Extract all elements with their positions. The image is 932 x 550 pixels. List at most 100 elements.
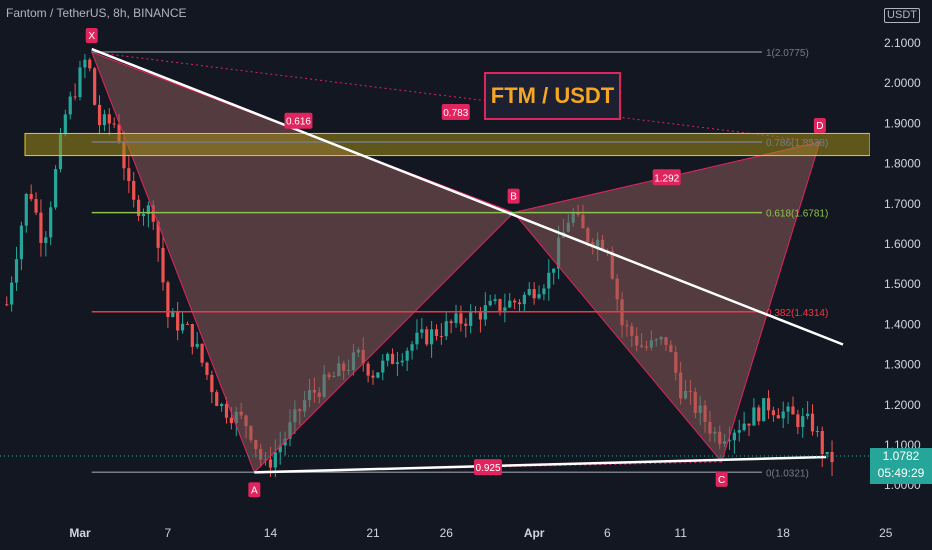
candle-body xyxy=(10,282,14,305)
candle-body xyxy=(161,247,165,283)
candle-body xyxy=(63,114,67,135)
candle-body xyxy=(34,199,38,213)
price-tick-label: 1.9000 xyxy=(884,116,921,130)
point-label: C xyxy=(718,475,725,486)
candle-body xyxy=(732,432,736,441)
candle-body xyxy=(752,407,756,426)
candle-body xyxy=(224,403,229,418)
ratio-badge xyxy=(652,169,681,186)
symbol-label[interactable]: Fantom / TetherUS, 8h, BINANCE xyxy=(6,6,187,20)
candle-body xyxy=(464,323,468,326)
candle-body xyxy=(195,343,199,347)
candle-body xyxy=(83,59,87,68)
fib-level-label: 0.618(1.6781) xyxy=(766,209,828,220)
point-badge xyxy=(715,471,728,487)
bar-countdown: 05:49:29 xyxy=(877,466,925,480)
price-tick-label: 1.6000 xyxy=(884,237,921,251)
candle-body xyxy=(425,329,429,345)
candle-body xyxy=(5,304,9,306)
time-tick-label: 6 xyxy=(604,526,611,540)
time-tick-label: 11 xyxy=(674,526,687,540)
candle-body xyxy=(171,311,175,317)
candle-body xyxy=(542,288,546,295)
candle-body xyxy=(44,237,48,243)
fib-level-label: 0.786(1.8538) xyxy=(766,138,828,149)
point-label: D xyxy=(816,121,823,132)
candle-body xyxy=(24,193,28,226)
time-tick-label: 25 xyxy=(879,526,893,540)
candle-body xyxy=(493,299,497,302)
descending-trendline xyxy=(91,47,844,346)
ratio-label: 0.925 xyxy=(475,463,500,474)
candle-body xyxy=(39,212,43,243)
candle-body xyxy=(210,374,214,393)
ratio-badge xyxy=(441,104,470,121)
price-tick-label: 1.2000 xyxy=(884,398,921,412)
point-label: X xyxy=(88,31,95,42)
candle-body xyxy=(381,360,385,373)
candle-body xyxy=(766,398,771,411)
candle-body xyxy=(190,324,194,347)
candle-body xyxy=(14,259,19,283)
candle-body xyxy=(781,411,785,419)
candle-body xyxy=(127,168,131,181)
time-tick-label: 14 xyxy=(264,526,278,540)
price-tick-label: 1.8000 xyxy=(884,157,921,171)
candle-body xyxy=(469,311,473,326)
candle-body xyxy=(742,423,746,431)
price-tick-label: 1.5000 xyxy=(884,277,921,291)
candle-body xyxy=(386,353,390,361)
candle-body xyxy=(503,307,507,311)
candle-body xyxy=(205,362,209,375)
price-tick-label: 1.3000 xyxy=(884,358,921,372)
candle-body xyxy=(93,68,97,105)
price-tick-label: 1.7000 xyxy=(884,197,921,211)
candle-body xyxy=(151,205,155,222)
candle-body xyxy=(68,96,72,115)
ratio-badge xyxy=(474,459,503,476)
time-tick-label: 18 xyxy=(777,526,791,540)
candle-body xyxy=(107,114,111,124)
candle-body xyxy=(420,329,424,333)
candle-body xyxy=(810,413,815,432)
candle-body xyxy=(547,272,551,289)
candle-body xyxy=(527,289,531,295)
price-tick-label: 1.4000 xyxy=(884,317,921,331)
candle-body xyxy=(825,452,829,455)
candle-body xyxy=(49,207,53,238)
candle-body xyxy=(220,403,224,407)
candle-body xyxy=(820,430,824,455)
candle-body xyxy=(815,430,819,432)
candle-body xyxy=(88,59,92,69)
candle-body xyxy=(166,282,170,317)
currency-box[interactable]: USDT xyxy=(884,6,920,23)
candle-body xyxy=(513,300,517,303)
ratio-label: 1.292 xyxy=(654,173,679,184)
currency-label: USDT xyxy=(884,8,920,23)
candle-body xyxy=(132,180,136,200)
ratio-label: 0.616 xyxy=(286,117,311,128)
candle-body xyxy=(762,398,766,422)
candle-body xyxy=(400,360,404,363)
time-axis xyxy=(0,515,932,550)
candle-body xyxy=(415,332,419,345)
candle-body xyxy=(786,406,790,412)
candle-body xyxy=(176,311,180,331)
candle-body xyxy=(508,300,512,308)
time-tick-label: 7 xyxy=(165,526,172,540)
title-box: FTM / USDT xyxy=(484,72,621,120)
candle-body xyxy=(395,362,400,364)
candle-body xyxy=(552,268,556,273)
candle-body xyxy=(537,294,541,299)
point-badge xyxy=(813,117,826,133)
price-tick-label: 2.0000 xyxy=(884,76,921,90)
candle-body xyxy=(498,299,502,311)
fib-level-label: 0.382(1.4314) xyxy=(766,308,828,319)
candle-body xyxy=(73,96,77,98)
price-tick-label: 2.1000 xyxy=(884,36,921,50)
candle-body xyxy=(488,301,492,306)
candle-body xyxy=(97,104,102,126)
candle-body xyxy=(215,392,219,407)
ratio-label: 0.783 xyxy=(443,108,468,119)
